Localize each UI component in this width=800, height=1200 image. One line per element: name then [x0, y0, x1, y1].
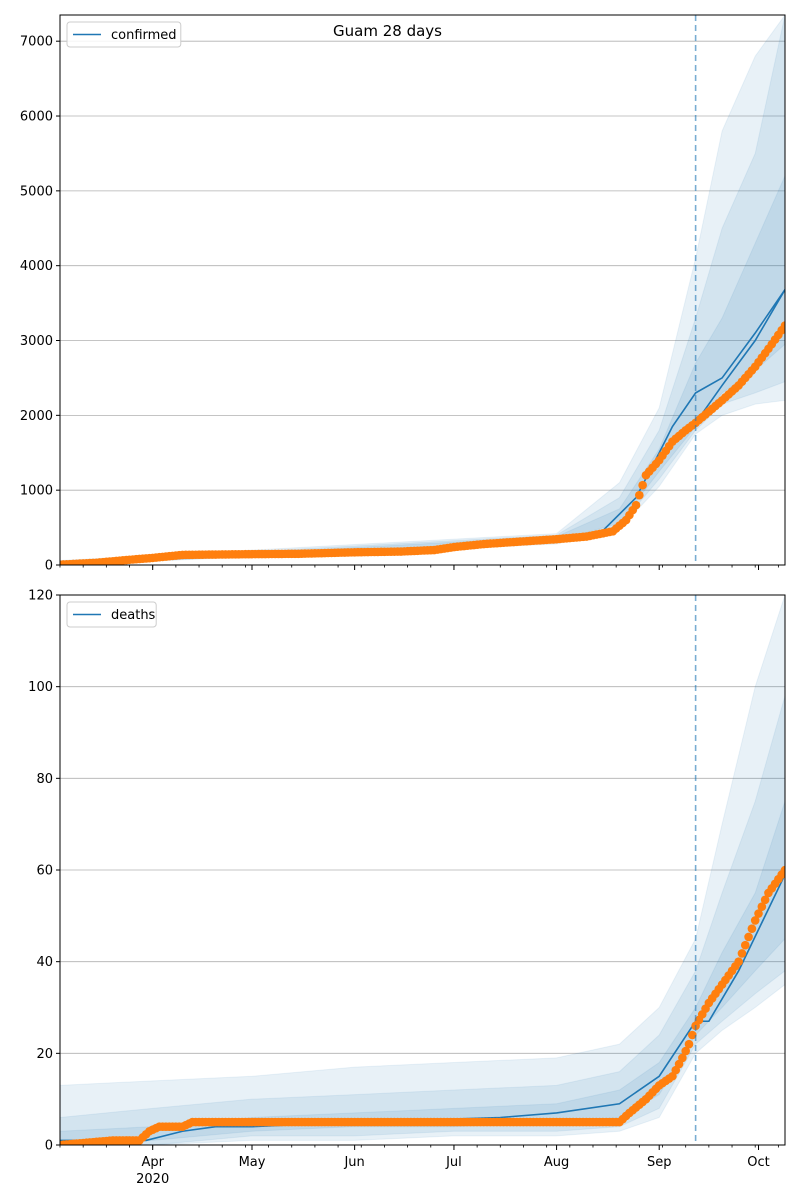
y-tick-label: 1000	[20, 484, 53, 499]
deaths-panel: 0 20 40 60 80 100 120 Apr 2020 May Jun Jul Aug Sep Oct…	[28, 589, 786, 1187]
observed-point	[740, 940, 750, 950]
observed-point	[760, 895, 770, 905]
observed-point	[678, 1053, 687, 1063]
y-tick-label: 7000	[20, 35, 53, 50]
observed-point	[638, 480, 647, 490]
x-tick-label: Aug	[544, 1155, 569, 1170]
y-tick-label: 3000	[20, 334, 53, 349]
y-tick-label: 5000	[20, 184, 53, 199]
x-tick-label: May	[239, 1155, 266, 1170]
observed-point	[688, 1030, 697, 1040]
x-tick-year-label: 2020	[136, 1172, 169, 1187]
observed-point	[635, 490, 644, 500]
uncertainty-band	[60, 801, 785, 1145]
y-tick-label: 20	[36, 1047, 53, 1062]
y-tick-label: 120	[28, 589, 53, 604]
observed-point	[737, 949, 747, 958]
y-tick-label: 0	[45, 1139, 53, 1154]
observed-point	[734, 957, 743, 966]
y-tick-label: 40	[36, 955, 53, 970]
observed-point	[754, 909, 763, 918]
y-tick-label: 4000	[20, 259, 53, 274]
y-tick-label: 0	[45, 559, 53, 574]
observed-point	[747, 924, 757, 933]
axes-frame	[59, 14, 786, 566]
observed-point	[780, 321, 785, 330]
uncertainty-band	[60, 15, 785, 565]
legend-label: confirmed	[111, 28, 177, 43]
legend: deaths	[66, 601, 157, 628]
fit-line	[60, 874, 785, 1142]
observed-point	[681, 1046, 690, 1056]
forecast-line	[694, 289, 785, 424]
chart-title: Guam 28 days	[333, 22, 442, 40]
x-tick-label: Apr	[141, 1155, 164, 1170]
y-tick-label: 60	[36, 864, 53, 879]
legend: confirmed	[66, 21, 182, 48]
observed-point	[750, 916, 760, 925]
x-tick-label: Jul	[445, 1155, 462, 1170]
confirmed-panel: 0 1000 2000 3000 4000 5000 6000 7000 Guam 28 day…	[20, 14, 786, 574]
uncertainty-band	[60, 695, 785, 1145]
y-tick-label: 2000	[20, 409, 53, 424]
uncertainty-band	[60, 595, 785, 1145]
observed-point	[631, 500, 641, 510]
x-tick-label: Jun	[343, 1155, 364, 1170]
legend-label: deaths	[111, 608, 156, 623]
observed-point	[744, 932, 753, 942]
y-tick-label: 80	[36, 772, 53, 787]
y-tick-label: 100	[28, 680, 53, 695]
x-tick-label: Oct	[747, 1155, 769, 1170]
y-tick-label: 6000	[20, 110, 53, 125]
observed-point	[757, 902, 767, 911]
uncertainty-band	[60, 15, 785, 565]
observed-point	[780, 865, 785, 875]
x-tick-label: Sep	[647, 1155, 672, 1170]
observed-point	[684, 1039, 694, 1049]
